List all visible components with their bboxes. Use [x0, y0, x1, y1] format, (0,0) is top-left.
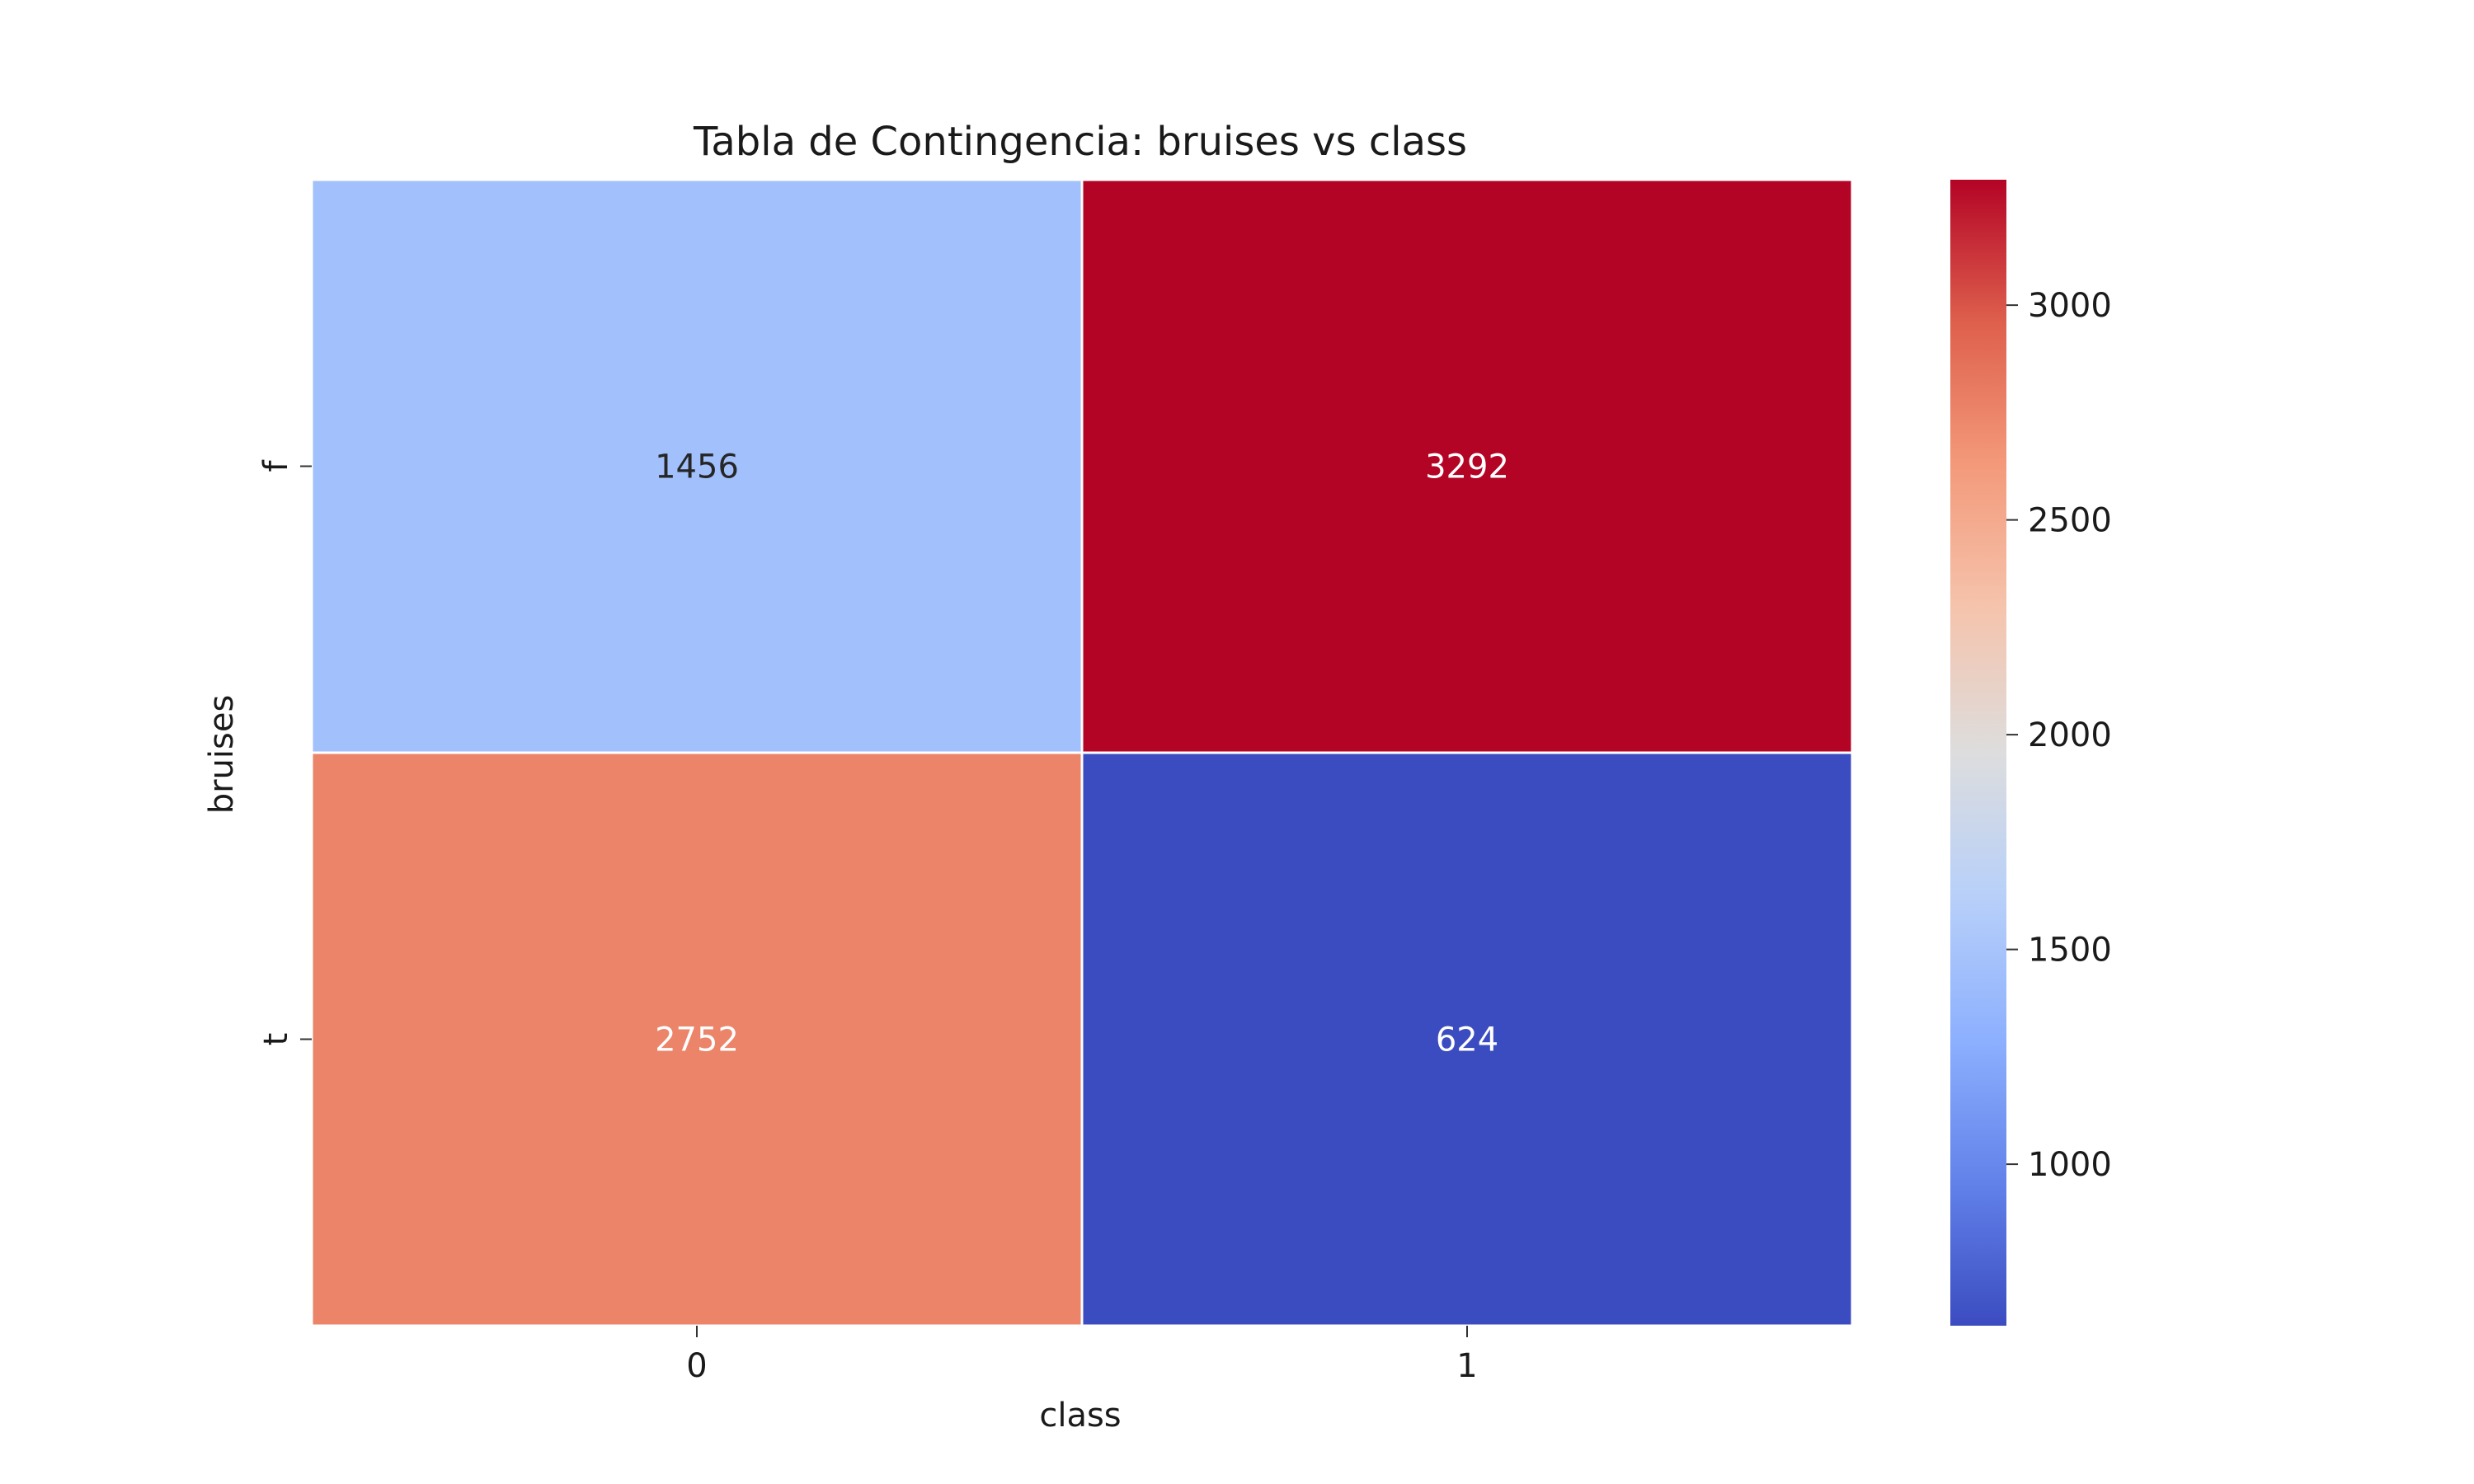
x-tick-label: 0 [686, 1347, 707, 1385]
y-tick-label: f [257, 460, 295, 472]
colorbar-tick-label: 2500 [2028, 502, 2112, 540]
y-tick-label: t [257, 1033, 295, 1046]
heatmap-cell-labels: 1456 3292 2752 624 [655, 448, 1509, 1059]
colorbar: 1000 1500 2000 2500 3000 [1950, 180, 2112, 1326]
heatmap-cell-t-0 [310, 751, 1084, 1327]
colorbar-tick-label: 2000 [2028, 716, 2112, 754]
colorbar-tick-label: 1500 [2028, 932, 2112, 970]
cell-value-label: 624 [1436, 1021, 1498, 1059]
x-axis-label: class [1039, 1397, 1121, 1435]
heatmap-cell-f-0 [310, 178, 1084, 754]
colorbar-tick-label: 3000 [2028, 287, 2112, 325]
cell-value-label: 2752 [655, 1021, 739, 1059]
heatmap-cell-t-1 [1080, 751, 1854, 1327]
cell-value-label: 1456 [655, 448, 739, 486]
heatmap-cells [310, 178, 1854, 1327]
heatmap-cell-f-1 [1080, 178, 1854, 754]
chart-title: Tabla de Contingencia: bruises vs class [693, 119, 1467, 165]
y-axis-label: bruises [203, 695, 241, 815]
colorbar-gradient [1950, 180, 2006, 1326]
x-tick-label: 1 [1456, 1347, 1477, 1385]
y-axis: ft [257, 460, 312, 1046]
cell-value-label: 3292 [1425, 448, 1509, 486]
colorbar-tick-label: 1000 [2028, 1146, 2112, 1184]
